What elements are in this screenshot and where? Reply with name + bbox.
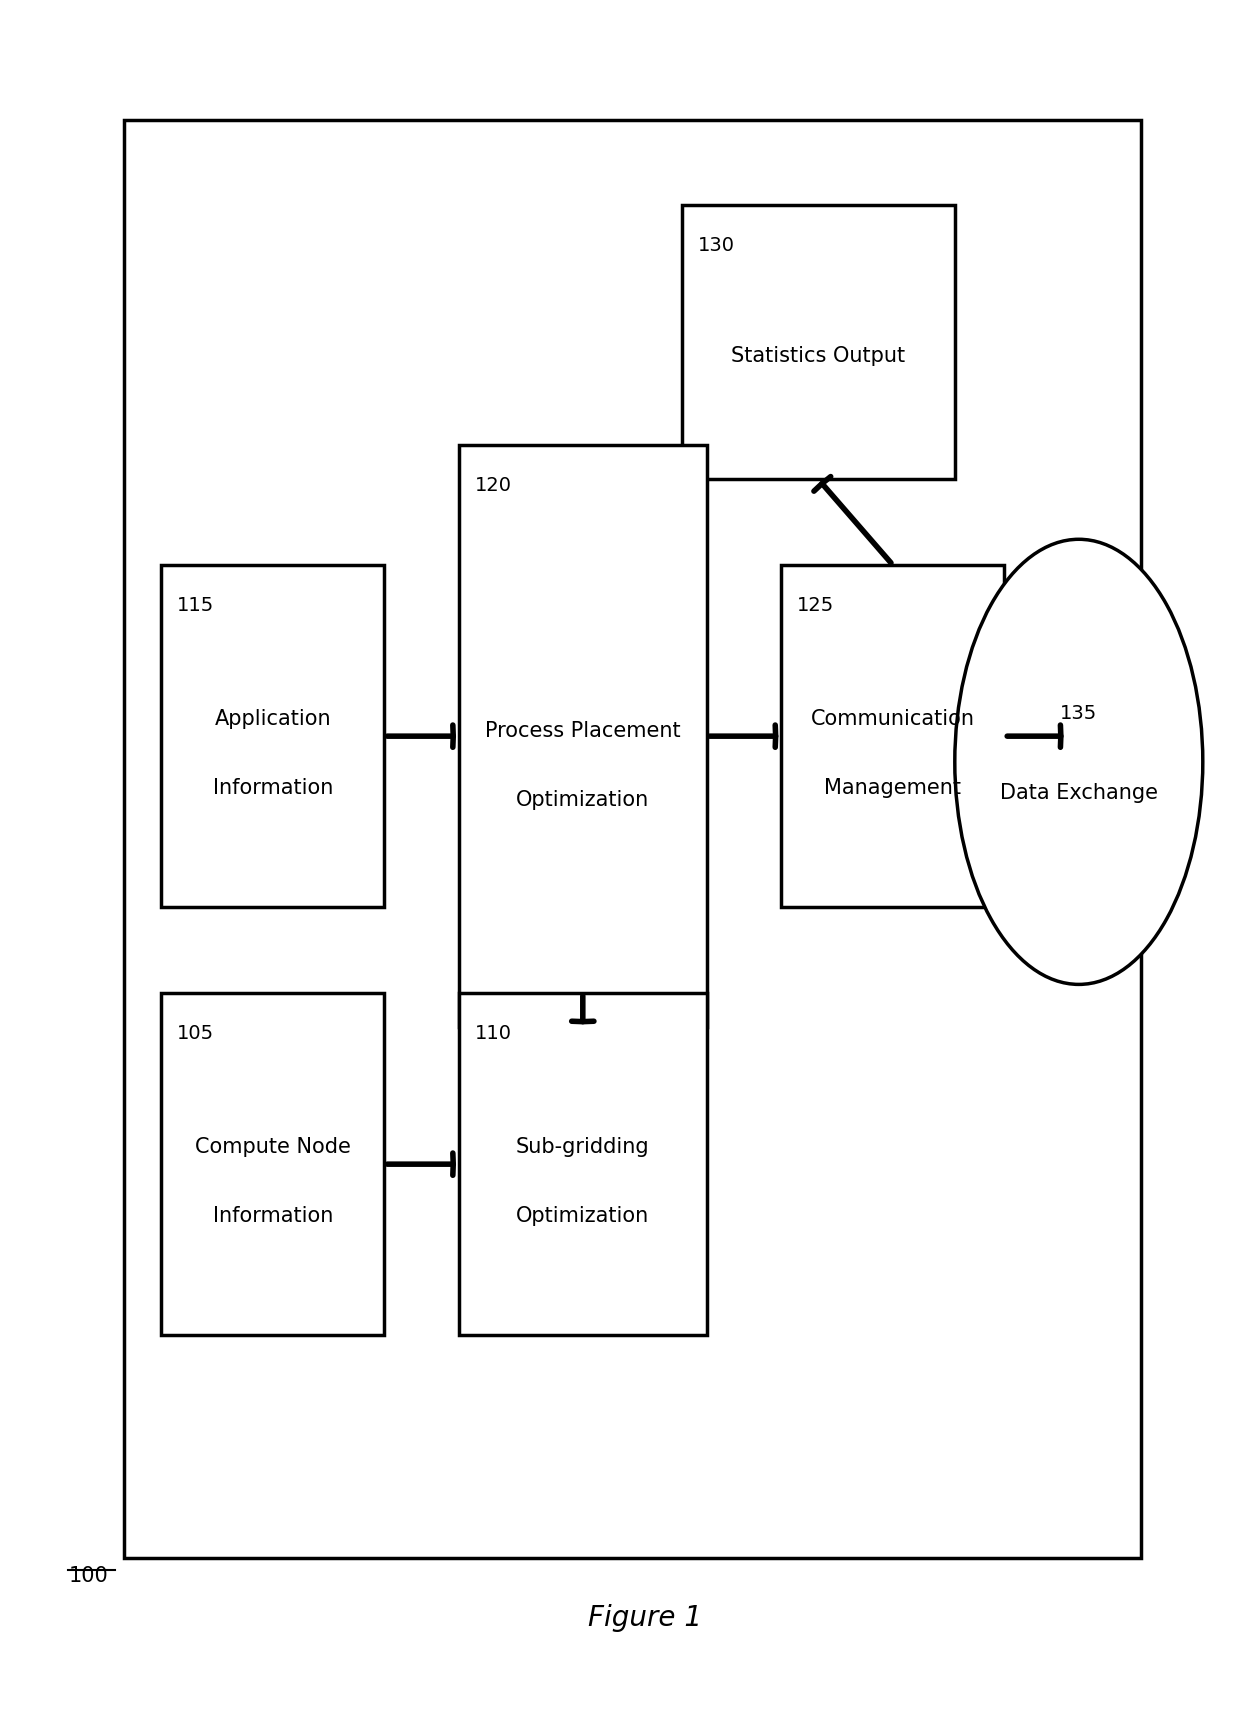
Text: 130: 130: [698, 236, 735, 255]
Text: Figure 1: Figure 1: [588, 1604, 702, 1632]
Text: Management: Management: [825, 777, 961, 798]
Text: 125: 125: [797, 596, 835, 615]
Bar: [124, 120, 1141, 1558]
Text: Optimization: Optimization: [516, 789, 650, 810]
Text: 115: 115: [177, 596, 215, 615]
Text: 105: 105: [177, 1024, 215, 1043]
Text: Application: Application: [215, 709, 331, 729]
Text: Information: Information: [212, 1205, 334, 1226]
Text: Statistics Output: Statistics Output: [732, 346, 905, 366]
Text: 100: 100: [68, 1566, 108, 1587]
Bar: [781, 565, 1004, 907]
Text: Process Placement: Process Placement: [485, 721, 681, 741]
Text: Optimization: Optimization: [516, 1205, 650, 1226]
Text: Sub-gridding: Sub-gridding: [516, 1137, 650, 1157]
Bar: [459, 445, 707, 1027]
Bar: [459, 993, 707, 1335]
Bar: [161, 565, 384, 907]
Text: Communication: Communication: [811, 709, 975, 729]
Text: 135: 135: [1060, 704, 1097, 724]
Bar: [161, 993, 384, 1335]
Text: Compute Node: Compute Node: [195, 1137, 351, 1157]
Text: 110: 110: [475, 1024, 512, 1043]
Text: 120: 120: [475, 476, 512, 495]
Ellipse shape: [955, 539, 1203, 984]
Text: Data Exchange: Data Exchange: [999, 782, 1158, 803]
Bar: [682, 205, 955, 479]
Text: Information: Information: [212, 777, 334, 798]
